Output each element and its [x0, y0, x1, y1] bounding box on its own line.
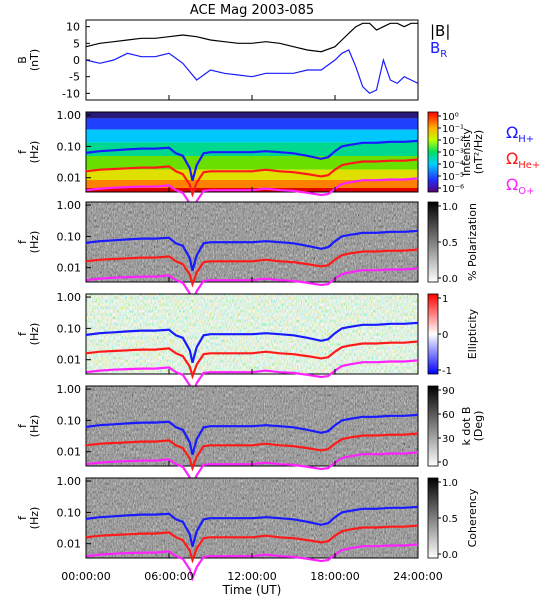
colorbar-tick-label: 10⁻³ [442, 148, 464, 159]
series-line-br [85, 49, 419, 95]
colorbar-tick-label: 0.0 [442, 274, 458, 285]
gyro-line-o-plus [85, 543, 419, 582]
colorbar-label: % Polarization [466, 203, 479, 281]
y-tick-label: 10 [66, 21, 80, 34]
panel-4: 1.00 0.10 0.01 f(Hz) 1 0 -1 Ellipticity [16, 291, 479, 398]
colorbar-tick-label: 10⁻⁴ [442, 160, 464, 171]
gyro-line-h-plus [85, 413, 419, 455]
colorbar [427, 477, 439, 559]
panel-3: 1.00 0.10 0.01 f(Hz) 1.0 0.5 0.0 % Polarization [16, 199, 479, 306]
colorbar-tick-label: -1 [442, 366, 452, 377]
x-tick-label: 24:00:00 [393, 570, 442, 583]
gyro-line-he-plus [85, 248, 419, 288]
gyro-line-h-plus [85, 229, 419, 271]
y-axis-label: B(nT) [16, 49, 41, 71]
y-axis-label: f(Hz) [16, 141, 41, 164]
gyro-line-o-plus [85, 451, 419, 490]
spectrogram-band [86, 112, 418, 119]
y-tick-label: 0.10 [57, 414, 82, 427]
panel-2: 1.00 0.10 0.01 f(Hz) 10⁰10⁻¹10⁻²10⁻³10⁻⁴10⁻⁵… [16, 109, 540, 216]
y-tick-label: -5 [69, 71, 80, 84]
y-tick-label: -10 [62, 87, 80, 100]
spectrogram-band [86, 169, 418, 180]
colorbar [427, 201, 439, 283]
y-tick-label: 1.00 [57, 475, 82, 488]
legend-o-plus: ΩO+ [506, 175, 534, 197]
gyro-line-he-plus [85, 158, 419, 198]
panel-6: 1.00 0.10 0.01 f(Hz) 1.0 0.5 0.0 Coherency [16, 475, 479, 582]
colorbar [427, 293, 439, 375]
y-tick-label: 5 [73, 37, 80, 50]
colorbar-tick-label: 30 [442, 434, 455, 445]
colorbar-tick-label: 0.5 [442, 514, 458, 525]
spectrogram-band [86, 118, 418, 130]
y-tick-label: 0.10 [57, 230, 82, 243]
spectrogram-band [86, 129, 418, 143]
colorbar-tick-label: 10⁻⁶ [442, 184, 464, 195]
y-tick-label: 1.00 [57, 199, 82, 212]
colorbar-tick-label: 10⁰ [442, 112, 459, 123]
colorbar-tick-label: 90 [442, 386, 455, 397]
y-tick-label: 1.00 [57, 109, 82, 122]
y-tick-label: 0.10 [57, 140, 82, 153]
y-tick-label: 0 [73, 54, 80, 67]
gyro-line-h-plus [85, 505, 419, 547]
colorbar-tick-label: 10⁻⁵ [442, 172, 464, 183]
legend-h-plus: ΩH+ [506, 123, 534, 145]
colorbar [427, 111, 439, 193]
gyro-line-he-plus [85, 340, 419, 380]
colorbar-tick-label: 0.0 [442, 550, 458, 561]
y-axis-label: f(Hz) [16, 507, 41, 530]
gyro-line-o-plus [85, 359, 419, 398]
x-axis-label: Time (UT) [222, 583, 282, 597]
y-tick-label: 0.01 [57, 538, 82, 551]
colorbar-tick-label: 1.0 [442, 478, 458, 489]
colorbar-tick-label: 10⁻² [442, 136, 464, 147]
colorbar-tick-label: 0 [442, 330, 448, 341]
x-tick-label: 06:00:00 [144, 570, 193, 583]
gyro-line-he-plus [85, 524, 419, 564]
panel-5: 1.00 0.10 0.01 f(Hz) 90 60 30 0 k dot B(Deg) [16, 383, 485, 490]
panel-1: 10 5 0 -5 -10 B(nT) |B|BR [16, 19, 450, 101]
figure-title: ACE Mag 2003-085 [190, 3, 314, 18]
gyro-line-he-plus [85, 432, 419, 472]
y-tick-label: 1.00 [57, 383, 82, 396]
series-line-b [85, 22, 418, 53]
colorbar-label: k dot B(Deg) [460, 407, 485, 446]
gyro-line-o-plus [85, 177, 419, 216]
legend-br: BR [430, 39, 447, 60]
colorbar-tick-label: 1.0 [442, 202, 458, 213]
gyro-line-h-plus [85, 321, 419, 363]
panel-frame [85, 19, 419, 101]
colorbar-tick-label: 0 [442, 458, 448, 469]
x-tick-label: 12:00:00 [227, 570, 276, 583]
y-tick-label: 0.01 [57, 262, 82, 275]
y-tick-label: 0.01 [57, 354, 82, 367]
y-tick-label: 0.01 [57, 172, 82, 185]
legend-btotal: |B| [430, 22, 450, 40]
y-axis-label: f(Hz) [16, 323, 41, 346]
y-axis-label: f(Hz) [16, 231, 41, 254]
colorbar-label: Intensity(nT²/Hz) [460, 128, 485, 176]
colorbar-tick-label: 0.5 [442, 238, 458, 249]
y-tick-label: 1.00 [57, 291, 82, 304]
x-axis: 00:00:00 06:00:00 12:00:00 18:00:00 24:00:00… [61, 570, 442, 597]
y-tick-label: 0.10 [57, 506, 82, 519]
y-tick-label: 0.01 [57, 446, 82, 459]
x-tick-label: 00:00:00 [61, 570, 110, 583]
colorbar-tick-label: 1 [442, 294, 448, 305]
legend-he-plus: ΩHe+ [506, 149, 540, 171]
gyro-line-o-plus [85, 267, 419, 306]
colorbar [427, 385, 439, 467]
gyro-line-h-plus [85, 139, 419, 181]
spectrogram-band [86, 180, 418, 188]
y-tick-label: 0.10 [57, 322, 82, 335]
y-axis-label: f(Hz) [16, 415, 41, 438]
x-tick-label: 18:00:00 [310, 570, 359, 583]
colorbar-label: Ellipticity [466, 308, 479, 359]
colorbar-label: Coherency [466, 488, 479, 547]
colorbar-tick-label: 10⁻¹ [442, 124, 464, 135]
colorbar-tick-label: 60 [442, 410, 455, 421]
